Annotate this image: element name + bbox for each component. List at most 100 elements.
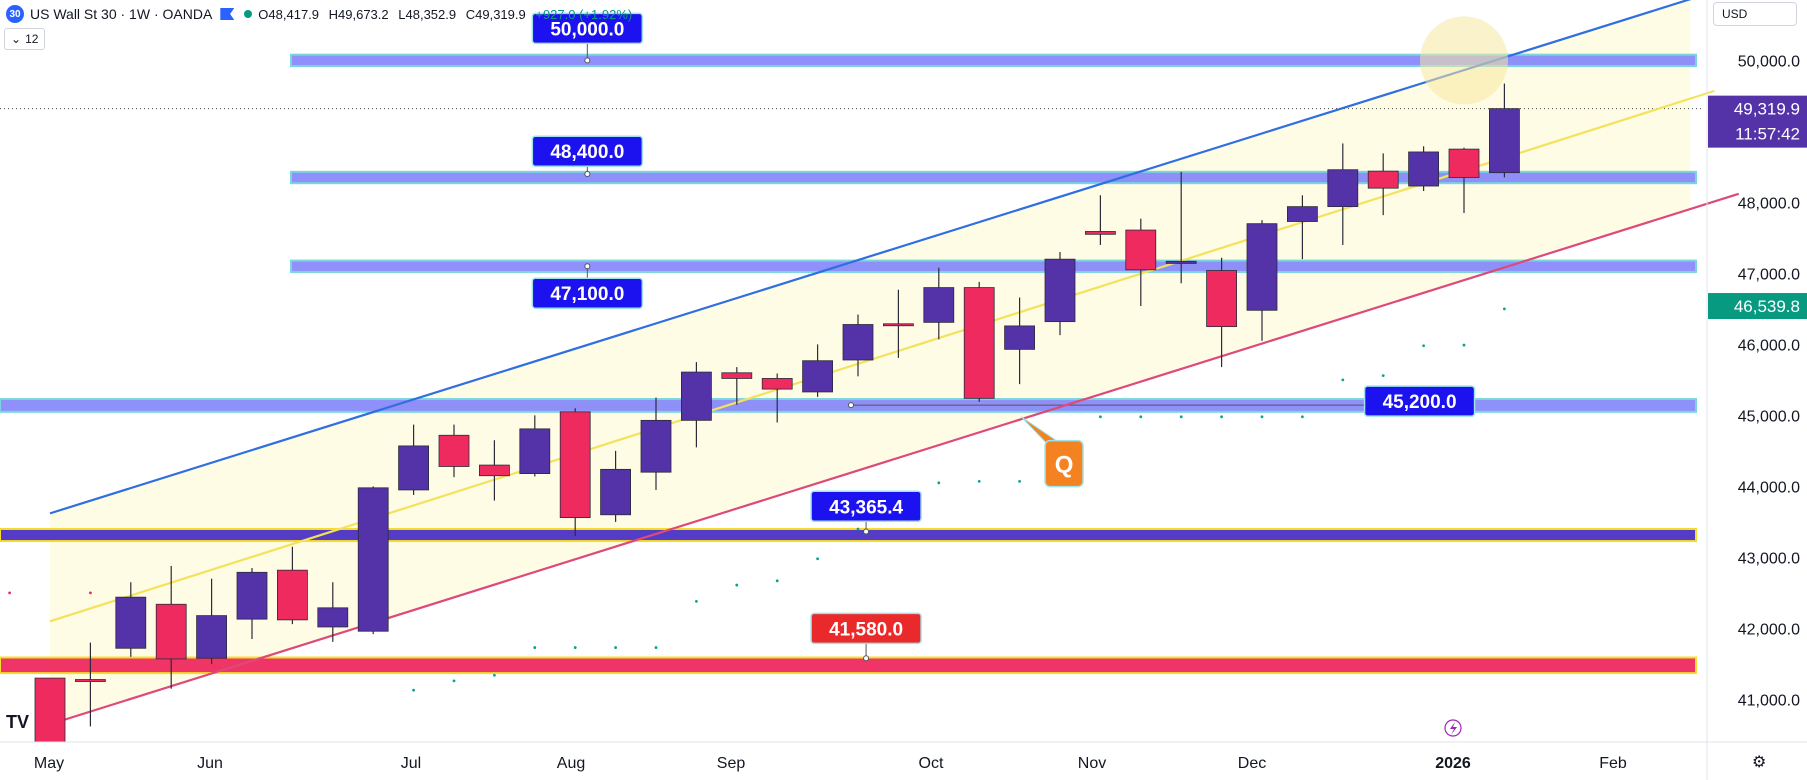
candle-body xyxy=(681,371,712,421)
indicator-dot xyxy=(1099,415,1102,419)
candle-body xyxy=(600,468,631,516)
indicator-dot xyxy=(1139,415,1143,419)
indicator-dot xyxy=(573,646,577,649)
price-zone xyxy=(290,259,1697,273)
price-tick-label: 50,000.0 xyxy=(1738,53,1800,70)
indicator-dot xyxy=(533,646,537,649)
flag-icon[interactable] xyxy=(220,8,235,20)
indicators-toggle[interactable]: ⌄ 12 xyxy=(4,28,46,50)
price-tick-label: 47,000.0 xyxy=(1738,266,1800,283)
indicator-level-label: 46,539.8 xyxy=(1734,297,1800,316)
indicator-dot xyxy=(735,583,739,587)
indicator-dot xyxy=(937,481,941,485)
indicator-dot xyxy=(654,646,658,649)
level-label-box xyxy=(531,277,644,309)
candle-body xyxy=(883,323,914,327)
candle-body xyxy=(1246,223,1278,311)
price-tick-label: 48,000.0 xyxy=(1738,195,1800,212)
indicator-dot xyxy=(1220,415,1223,419)
level-pointer-anchor xyxy=(848,402,854,409)
ohlc-change: +927.0 (+1.92%) xyxy=(535,6,633,22)
time-tick-label: Jul xyxy=(401,755,421,772)
level-label-box xyxy=(1363,385,1476,417)
candle-body xyxy=(34,677,66,743)
candle-body xyxy=(963,287,995,399)
currency-selector[interactable]: USD xyxy=(1713,2,1797,26)
indicator-dot xyxy=(8,591,12,595)
symbol-title[interactable]: US Wall St 30 · 1W · OANDA xyxy=(30,6,213,22)
indicator-dot xyxy=(856,527,860,531)
callout-text: Q xyxy=(1055,452,1074,479)
candle-body xyxy=(1367,170,1399,189)
indicator-dot xyxy=(452,679,456,683)
time-tick-label: Oct xyxy=(919,755,944,772)
level-label-text: 50,000.0 xyxy=(550,19,624,40)
indicator-count: 12 xyxy=(25,32,39,46)
candle-body xyxy=(802,360,833,393)
indicator-dot xyxy=(89,591,92,595)
candle-body xyxy=(317,607,349,628)
time-tick-label: Dec xyxy=(1238,755,1266,772)
tradingview-logo[interactable]: TV xyxy=(6,712,30,732)
candle-body xyxy=(75,679,106,682)
price-tick-label: 44,000.0 xyxy=(1738,479,1800,496)
price-tick-label: 41,000.0 xyxy=(1738,692,1800,709)
lightning-icon xyxy=(1444,719,1462,737)
indicator-dot xyxy=(1422,344,1425,348)
candle-body xyxy=(1408,151,1439,187)
time-tick-label: Sep xyxy=(717,755,746,772)
candle-body xyxy=(1287,206,1318,222)
ohlc-close: C49,319.9 xyxy=(465,6,526,22)
market-status-icon xyxy=(244,10,253,18)
lightning-icon-glyph xyxy=(1450,722,1457,735)
indicator-dot xyxy=(1179,415,1183,419)
indicator-dot xyxy=(614,646,617,649)
price-zone xyxy=(290,170,1697,185)
time-tick-label: Aug xyxy=(557,755,585,772)
price-tick-label: 42,000.0 xyxy=(1738,621,1800,638)
level-label-text: 41,580.0 xyxy=(829,619,903,640)
candle-body xyxy=(559,411,591,519)
callout-box xyxy=(1044,439,1084,488)
level-label-text: 47,100.0 xyxy=(550,284,624,305)
candle-body xyxy=(1489,108,1520,174)
chart-header: 30 US Wall St 30 · 1W · OANDA O48,417.9 … xyxy=(6,4,638,24)
indicator-dot xyxy=(977,480,981,483)
channel-lower-line xyxy=(49,192,1740,726)
chevron-down-icon: ⌄ xyxy=(11,32,22,46)
candle-body xyxy=(1448,148,1480,178)
candle-body xyxy=(276,569,308,621)
candle-body xyxy=(478,464,510,477)
label-anchor xyxy=(863,655,870,662)
level-label-text: 45,200.0 xyxy=(1383,392,1457,413)
candle-body xyxy=(721,372,753,379)
symbol-badge[interactable]: 30 xyxy=(6,5,24,23)
gear-icon[interactable]: ⚙ xyxy=(1752,754,1767,771)
candle-body xyxy=(1125,229,1157,271)
ohlc-high: H49,673.2 xyxy=(328,6,389,22)
last-price-label: 49,319.9 xyxy=(1734,100,1800,119)
candle-body xyxy=(398,445,430,491)
candle-body xyxy=(842,324,874,361)
time-tick-label: May xyxy=(34,755,64,772)
candle-body xyxy=(236,571,268,620)
time-tick-label: Feb xyxy=(1599,755,1627,772)
candle-body xyxy=(761,378,793,390)
level-label-text: 48,400.0 xyxy=(550,142,624,163)
level-label-box xyxy=(531,12,644,45)
label-anchor xyxy=(863,528,870,535)
price-tick-label: 45,000.0 xyxy=(1738,408,1800,425)
callout-pointer xyxy=(1020,416,1057,445)
candle-body xyxy=(115,596,147,649)
indicator-dot xyxy=(1462,343,1466,347)
indicator-dot xyxy=(1503,307,1506,311)
candle-body xyxy=(1085,231,1116,235)
highlight-circle xyxy=(1420,16,1508,105)
indicator-dot xyxy=(816,557,819,561)
indicator-dot xyxy=(1260,415,1264,419)
indicator-dot xyxy=(775,579,779,583)
ohlc-low: L48,352.9 xyxy=(398,6,457,22)
indicator-dot xyxy=(412,688,415,692)
price-zone xyxy=(0,656,1697,675)
